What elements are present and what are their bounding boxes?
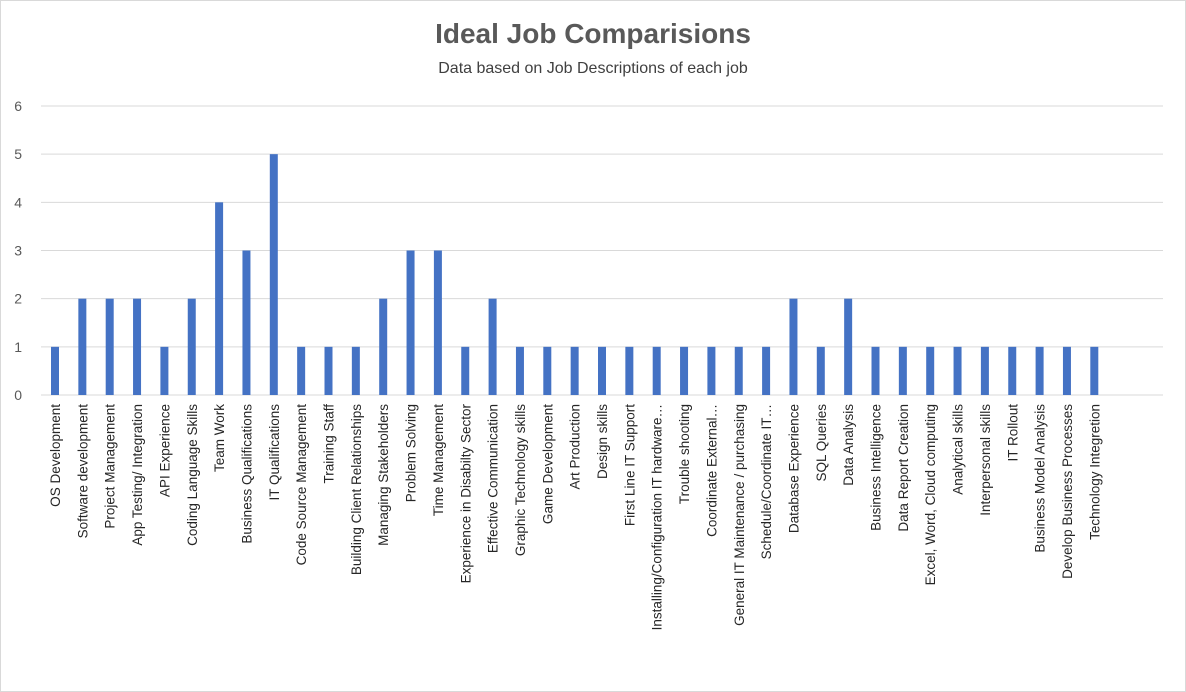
x-tick-label-23: Trouble shooting [677,404,692,504]
x-tick-label-30: Business Intelligence [869,404,884,531]
bar-9 [297,346,306,395]
bar-37 [1062,346,1071,395]
x-tick-label-27: Database Experience [786,404,801,533]
x-tick-label-9: Code Source Management [294,404,309,566]
x-tick-label-4: API Experience [157,404,172,497]
x-tick-label-20: Design skills [595,404,610,479]
y-tick-label-2: 2 [14,291,22,307]
x-tick-label-8: IT Qualifications [267,404,282,501]
y-tick-label-0: 0 [14,387,22,403]
bar-30 [871,346,880,395]
chart-subtitle: Data based on Job Descriptions of each j… [438,60,748,77]
bar-3 [133,298,142,395]
x-tick-label-17: Graphic Technology skills [513,404,528,556]
y-tick-label-4: 4 [14,194,22,210]
bar-0 [51,346,59,395]
bar-14 [433,250,442,395]
bar-11 [351,346,360,395]
bar-24 [707,346,716,395]
bar-4 [160,346,169,395]
x-tick-label-26: Schedule/Coordinate IT… [759,404,774,559]
bar-27 [789,298,798,395]
bar-34 [980,346,989,395]
bar-20 [598,346,606,395]
bar-21 [625,346,634,395]
x-tick-label-34: Interpersonal skills [978,404,993,516]
x-tick-label-36: Business Model Analysis [1033,404,1048,553]
x-tick-label-19: Art Production [568,404,583,490]
x-tick-label-16: Effective Communication [486,404,501,553]
bar-17 [515,346,524,395]
x-tick-label-10: Training Staff [322,404,337,484]
x-tick-label-33: Analytical skills [951,404,966,495]
x-tick-label-28: SQL Queries [814,404,829,482]
bar-33 [953,346,962,395]
y-tick-label-1: 1 [14,339,22,355]
x-tick-label-0: OS Development [48,404,63,507]
x-tick-label-35: IT Rollout [1005,404,1020,462]
x-tick-label-37: Develop Business Processes [1060,404,1075,579]
x-tick-label-25: General IT Maintenance / purchasing [732,404,747,626]
x-tick-label-12: Managing Stakeholders [376,404,391,546]
x-tick-label-31: Data Report Creation [896,404,911,532]
y-tick-label-3: 3 [14,243,22,259]
x-tick-label-14: Time Management [431,404,446,516]
bar-26 [762,346,771,395]
bar-32 [926,346,935,395]
x-tick-label-13: Problem Solving [404,404,419,502]
bar-18 [543,346,552,395]
y-tick-label-5: 5 [14,146,22,162]
bar-6 [215,202,224,395]
chart-title: Ideal Job Comparisions [435,18,751,49]
x-tick-label-18: Game Development [540,404,555,524]
x-tick-label-1: Software development [75,404,90,539]
bar-13 [406,250,415,395]
x-tick-label-2: Project Management [103,404,118,529]
bar-2 [105,298,114,395]
x-tick-label-29: Data Analysis [841,404,856,486]
bar-19 [570,346,579,395]
bar-12 [379,298,388,395]
y-tick-label-6: 6 [14,98,22,114]
bar-5 [187,298,196,395]
bar-10 [324,346,333,395]
x-tick-label-11: Building Client Relationships [349,404,364,575]
bar-35 [1008,346,1017,395]
x-tick-label-5: Coding Language Skills [185,404,200,546]
x-tick-label-3: App Testing/ Integration [130,404,145,546]
bar-23 [680,346,689,395]
x-tick-label-24: Coordinate External… [704,404,719,537]
x-tick-label-7: Business Qualifications [239,404,254,544]
bar-22 [652,346,661,395]
bar-15 [461,346,470,395]
x-tick-label-21: First Line IT Support [622,404,637,526]
x-tick-label-38: Technology Integretion [1087,404,1102,540]
bar-36 [1035,346,1044,395]
bar-25 [734,346,743,395]
bar-31 [898,346,907,395]
bar-38 [1090,346,1099,395]
bar-16 [488,298,497,395]
x-tick-label-32: Excel, Word, Cloud computing [923,404,938,585]
x-tick-label-22: Installing/Configuration IT hardware… [650,404,665,630]
bar-29 [844,298,853,395]
x-tick-label-6: Team Work [212,404,227,472]
bar-8 [269,154,278,395]
bar-1 [78,298,87,395]
bar-28 [816,346,825,395]
x-tick-label-15: Experience in Disabilty Sector [458,404,473,584]
bar-7 [242,250,251,395]
